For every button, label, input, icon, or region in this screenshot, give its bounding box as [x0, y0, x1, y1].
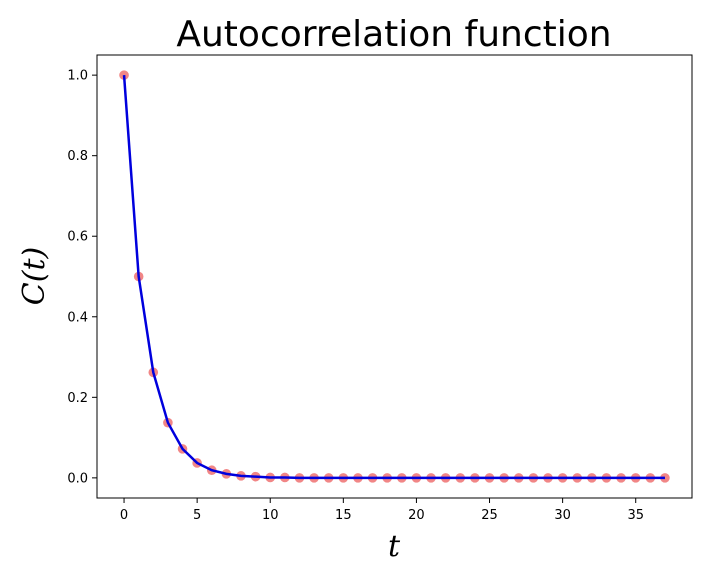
- y-axis-ticks: 0.0 0.2 0.4 0.6 0.8 1.0: [67, 69, 97, 486]
- y-tick-label: 0.6: [67, 230, 88, 245]
- chart-title: Autocorrelation function: [176, 14, 611, 55]
- scatter-point: [119, 70, 129, 80]
- plot-frame: [96, 54, 693, 499]
- fit-line: [122, 75, 665, 480]
- x-tick-label: 25: [481, 508, 498, 523]
- x-tick-label: 0: [120, 508, 128, 523]
- y-tick-label: 0.2: [67, 391, 88, 406]
- plot-area: [96, 54, 693, 499]
- y-tick-label: 0.0: [67, 471, 88, 486]
- x-tick-label: 20: [408, 508, 425, 523]
- x-tick-label: 35: [627, 508, 644, 523]
- scatter-series: [119, 70, 670, 483]
- x-tick-label: 5: [193, 508, 201, 523]
- x-axis-label: t: [388, 529, 401, 562]
- x-tick-label: 15: [335, 508, 352, 523]
- y-tick-label: 0.4: [67, 310, 88, 325]
- scatter-point: [660, 473, 670, 483]
- x-tick-label: 10: [262, 508, 279, 523]
- y-tick-label: 1.0: [67, 69, 88, 84]
- y-axis-label: C(t): [17, 247, 52, 305]
- x-axis-ticks: 0 5 10 15 20 25 30 35: [120, 498, 644, 523]
- x-tick-label: 30: [554, 508, 571, 523]
- y-tick-label: 0.8: [67, 149, 88, 164]
